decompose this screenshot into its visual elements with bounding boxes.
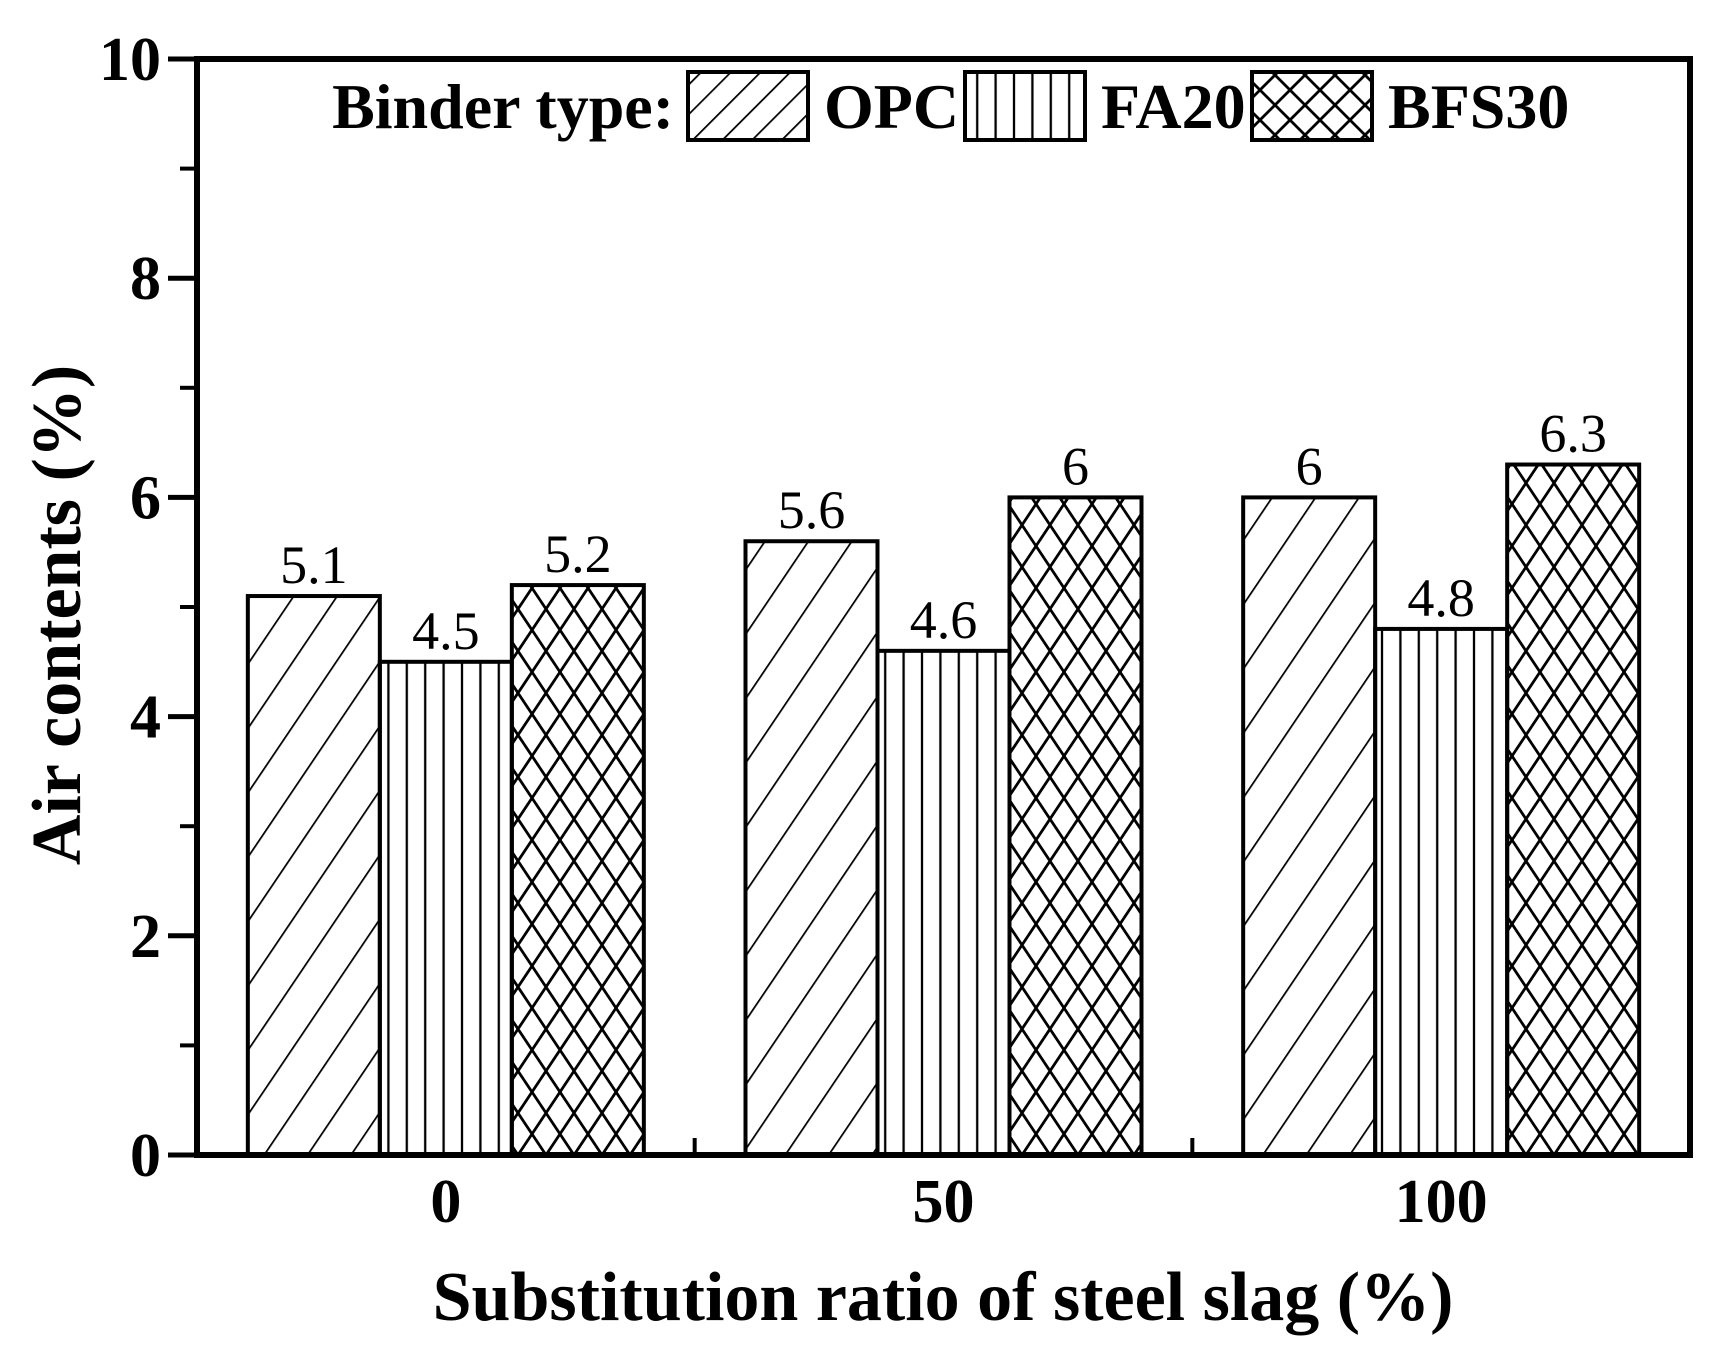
- y-axis-title: Air contents (%): [19, 365, 96, 865]
- bar-fa20-100: [1373, 626, 1510, 1157]
- bar-bfs30-100: [1505, 462, 1642, 1157]
- value-label-bfs30-50: 6: [1062, 436, 1089, 496]
- value-label-fa20-50: 4.6: [910, 590, 978, 650]
- bar-opc-100: [1241, 495, 1378, 1157]
- x-axis-title: Substitution ratio of steel slag (%): [433, 1259, 1454, 1336]
- y-tick-label-0: 0: [130, 1122, 161, 1190]
- legend-swatch-fa20-vertical-hatch-icon: [963, 70, 1087, 142]
- value-label-opc-50: 5.6: [778, 480, 846, 540]
- value-label-opc-0: 5.1: [280, 535, 348, 595]
- y-axis-tick-labels: 0 2 4 6 8 10: [99, 26, 161, 1190]
- y-tick-label-4: 4: [130, 684, 161, 752]
- x-tick-label-50: 50: [913, 1168, 975, 1236]
- bar-fa20-0: [377, 659, 514, 1157]
- bar-opc-50: [743, 539, 880, 1157]
- value-labels-group: 5.1 4.5 5.2 5.6 4.6 6 6 4.8 6.3: [280, 404, 1607, 661]
- legend-label-fa20: FA20: [1101, 71, 1246, 142]
- bars-group: [245, 462, 1642, 1158]
- legend-swatch-opc-diagonal-hatch-icon: [686, 70, 810, 142]
- value-label-fa20-100: 4.8: [1407, 568, 1475, 628]
- x-axis-tick-labels: 0 50 100: [430, 1168, 1487, 1236]
- y-tick-label-8: 8: [130, 245, 161, 313]
- x-tick-label-100: 100: [1395, 1168, 1488, 1236]
- y-tick-label-2: 2: [130, 903, 161, 971]
- y-tick-label-6: 6: [130, 464, 161, 532]
- legend-label-opc: OPC: [824, 71, 959, 142]
- legend: Binder type: OPC FA20 BFS30: [332, 70, 1569, 142]
- legend-title: Binder type:: [332, 71, 674, 142]
- bar-fa20-50: [875, 648, 1012, 1158]
- y-tick-label-10: 10: [99, 26, 161, 94]
- x-tick-label-0: 0: [430, 1168, 461, 1236]
- value-label-opc-100: 6: [1296, 436, 1323, 496]
- plot-frame: [194, 56, 1693, 1158]
- value-label-bfs30-0: 5.2: [544, 524, 612, 584]
- value-label-bfs30-100: 6.3: [1539, 404, 1607, 464]
- y-axis-ticks: [168, 56, 194, 1158]
- bar-bfs30-50: [1007, 495, 1144, 1157]
- value-label-fa20-0: 4.5: [412, 601, 480, 661]
- legend-label-bfs30: BFS30: [1388, 71, 1569, 142]
- x-axis-ticks: [692, 1138, 1195, 1152]
- bar-opc-0: [245, 594, 382, 1157]
- legend-swatch-bfs30-crosshatch-icon: [1250, 70, 1374, 142]
- bar-bfs30-0: [509, 583, 646, 1157]
